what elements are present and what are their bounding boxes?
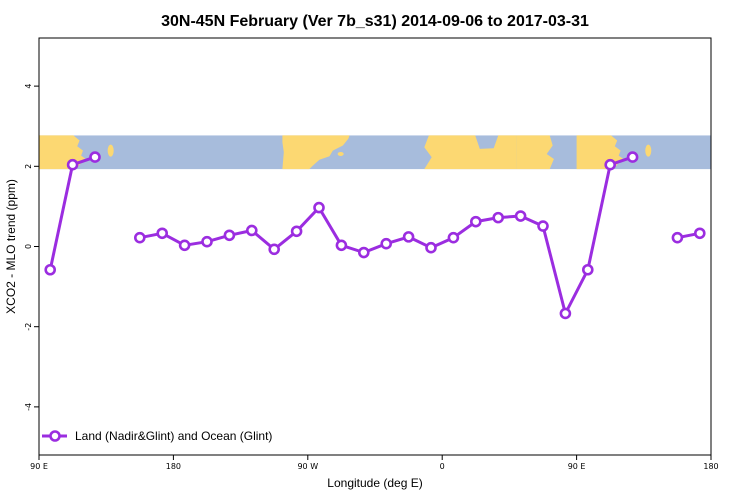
data-point [156, 227, 168, 240]
data-point [178, 239, 191, 252]
data-point [268, 243, 281, 256]
map-land [282, 135, 350, 170]
x-tick-label: 180 [703, 462, 718, 471]
x-tick-label: 0 [440, 462, 445, 471]
data-point [290, 225, 303, 238]
legend: Land (Nadir&Glint) and Ocean (Glint) [42, 429, 272, 443]
x-axis-label: Longitude (deg E) [327, 476, 422, 490]
chart-title: 30N-45N February (Ver 7b_s31) 2014-09-06… [161, 13, 589, 30]
series-layer [44, 151, 706, 320]
data-point [246, 224, 258, 237]
data-point [693, 227, 706, 240]
x-tick-label: 90 W [297, 462, 318, 471]
y-tick-label: 0 [24, 244, 33, 249]
x-tick-label: 180 [166, 462, 181, 471]
data-point [201, 235, 213, 248]
y-tick-label: -4 [24, 403, 33, 411]
world-map-band [39, 135, 711, 170]
data-point [581, 263, 594, 276]
data-point [89, 151, 101, 163]
data-point [559, 307, 572, 320]
x-tick-label: 90 E [30, 462, 48, 471]
data-point [469, 215, 482, 228]
data-point [537, 220, 549, 232]
y-tick-label: 2 [24, 164, 33, 169]
map-land [337, 151, 344, 156]
map-land [645, 144, 652, 157]
data-point [66, 158, 79, 171]
data-point [604, 158, 617, 171]
series-line [48, 155, 96, 271]
map-land [424, 135, 517, 170]
data-point [514, 210, 527, 222]
legend-marker-swatch [49, 430, 61, 442]
data-point [380, 237, 393, 250]
data-point [447, 231, 460, 244]
data-point [223, 229, 236, 242]
data-point [626, 151, 639, 163]
map-land [107, 144, 114, 157]
data-point [357, 246, 370, 259]
data-point [671, 231, 684, 244]
data-point [44, 263, 57, 276]
y-axis: -4 -2 0 2 4 [24, 84, 39, 411]
y-tick-label: 4 [24, 84, 33, 89]
series-line [139, 155, 634, 315]
data-point [335, 239, 348, 252]
map-land [516, 135, 554, 170]
legend-label: Land (Nadir&Glint) and Ocean (Glint) [75, 429, 272, 443]
data-point [425, 241, 437, 254]
x-tick-label: 90 E [568, 462, 586, 471]
x-axis: 90 E 180 90 W 0 90 E 180 [30, 455, 719, 471]
data-point [492, 211, 505, 224]
y-tick-label: -2 [24, 323, 33, 331]
y-axis-label: XCO2 - MLO trend (ppm) [4, 179, 18, 314]
data-point [402, 231, 415, 243]
data-point [313, 201, 325, 214]
data-point [134, 231, 146, 244]
